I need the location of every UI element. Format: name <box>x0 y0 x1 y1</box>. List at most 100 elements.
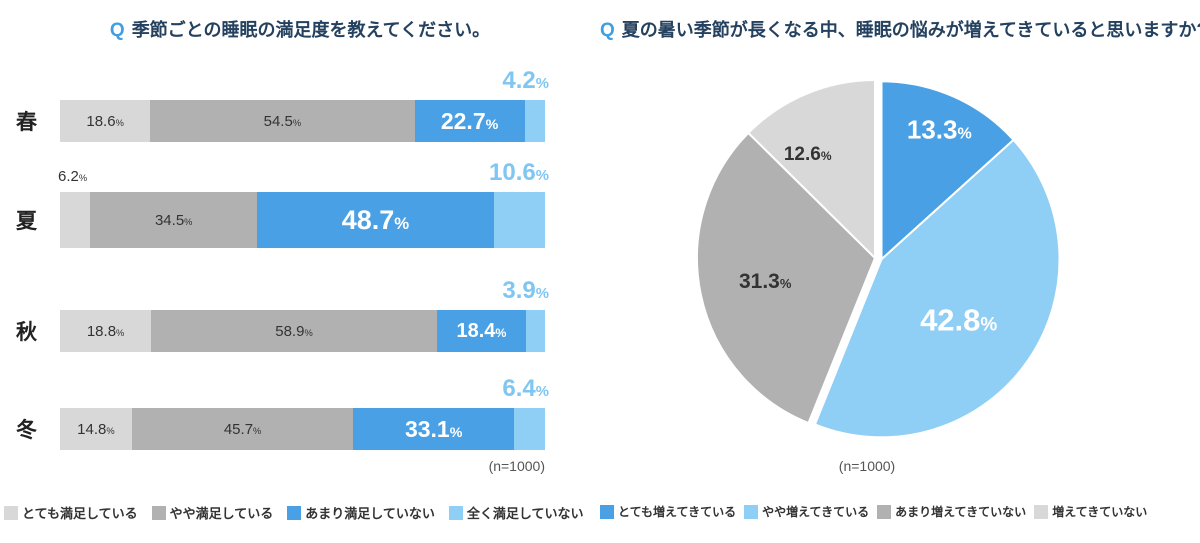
value-number: 58.9 <box>275 322 305 340</box>
legend-item: とても満足している <box>4 503 138 522</box>
bar-chart-title: Q 季節ごとの睡眠の満足度を教えてください。 <box>0 16 600 42</box>
category-label: 秋 <box>16 321 37 344</box>
percent-sign: % <box>535 286 549 302</box>
bar-segment: 45.7% <box>131 408 354 450</box>
percent-sign: % <box>184 216 193 227</box>
value-number: 54.5 <box>263 112 293 130</box>
pie-chart-title: Q 夏の暑い季節が長くなる中、睡眠の悩みが増えてきていると思いますか? <box>600 16 1200 42</box>
pie-slice-label: 42.8% <box>920 302 997 337</box>
pie-slice <box>696 131 877 425</box>
bar-value-label-above: 6.4% <box>502 375 549 403</box>
bar-value-label: 14.8% <box>77 421 114 438</box>
bar-segment <box>60 192 91 248</box>
bar-segment: 33.1% <box>353 408 514 450</box>
legend-swatch <box>877 504 892 519</box>
bar-segment: 58.9% <box>151 310 437 352</box>
bar-chart-title-text: 季節ごとの睡眠の満足度を教えてください。 <box>131 20 491 40</box>
bar-row: 秋 18.8% 58.9% 18.4% 3.9% <box>0 277 600 352</box>
bar-value-label: 54.5% <box>264 113 301 130</box>
bar-segment: 22.7% <box>414 100 525 142</box>
value-number: 4.2 <box>502 67 536 94</box>
bar-row: 冬 14.8% 45.7% 33.1% 6.4% <box>0 375 600 450</box>
bar-segment: 18.8% <box>60 310 152 352</box>
bar-segment: 14.8% <box>60 408 132 450</box>
percent-sign: % <box>449 424 463 441</box>
percent-sign: % <box>304 327 313 338</box>
bar-value-label: 48.7% <box>342 205 409 236</box>
value-number: 48.7 <box>341 204 395 235</box>
value-number: 18.4 <box>456 319 496 342</box>
pie-slice-label: 13.3% <box>907 114 972 144</box>
legend-swatch <box>151 505 166 520</box>
legend-label: やや増えてきている <box>762 505 870 519</box>
percent-sign: % <box>535 168 549 184</box>
bar-value-label: 22.7% <box>441 108 498 135</box>
bar-value-label: 18.8% <box>87 323 124 340</box>
pie-slice-label: 31.3% <box>739 270 792 293</box>
bar-chart-panel: Q 季節ごとの睡眠の満足度を教えてください。 春 18.6% 54.5% 22.7% 4.… <box>0 16 600 522</box>
bar-value-label: 58.9% <box>275 323 312 340</box>
pie-slice <box>880 80 1015 262</box>
legend-label: あまり増えてきていない <box>895 505 1027 519</box>
bar-chart-legend: とても満足している やや満足している あまり満足していない 全く満足していない <box>4 503 583 522</box>
value-number: 3.9 <box>502 277 536 304</box>
value-number: 18.8 <box>86 322 117 340</box>
legend-swatch <box>744 504 759 519</box>
bar-value-label-above: 10.6% <box>489 159 549 187</box>
legend-swatch <box>448 505 463 520</box>
percent-sign: % <box>78 173 88 183</box>
legend-item: あまり増えてきていない <box>877 503 1026 520</box>
bar-segment: 18.6% <box>60 100 151 142</box>
legend-item: あまり満足していない <box>287 503 435 522</box>
pie-chart-panel: Q 夏の暑い季節が長くなる中、睡眠の悩みが増えてきていると思いますか? 13.3%… <box>600 0 1200 543</box>
percent-sign: % <box>115 117 124 128</box>
pie-slice <box>813 138 1061 439</box>
percent-sign: % <box>485 116 499 133</box>
bar-segment <box>493 192 545 248</box>
bar-track: 6.2% 34.5% 48.7% 10.6% <box>58 159 549 248</box>
pie-slice-label: 12.6% <box>784 144 832 165</box>
bar-track: 18.8% 58.9% 18.4% 3.9% <box>60 277 549 352</box>
bar-value-label: 18.6% <box>86 113 123 130</box>
value-number: 6.2 <box>58 168 79 185</box>
value-number: 14.8 <box>77 420 107 438</box>
category-label: 夏 <box>16 210 37 233</box>
legend-item: 増えてきていない <box>1034 503 1147 520</box>
percent-sign: % <box>106 425 115 436</box>
legend-label: とても満足している <box>22 506 138 521</box>
legend-swatch <box>600 504 614 519</box>
bar-segment: 18.4% <box>436 310 527 352</box>
bar-value-label-above-left: 6.2% <box>58 168 87 185</box>
bar-track: 18.6% 54.5% 22.7% 4.2% <box>60 67 549 142</box>
bar-row: 春 18.6% 54.5% 22.7% 4.2% <box>0 67 600 142</box>
bar-value-label: 18.4% <box>456 320 506 343</box>
percent-sign: % <box>292 117 302 128</box>
value-number: 10.6 <box>489 159 536 186</box>
legend-label: とても増えてきている <box>618 505 737 519</box>
value-number: 22.7 <box>440 107 486 134</box>
legend-item: 全く満足していない <box>448 503 583 522</box>
percent-sign: % <box>394 213 410 233</box>
bar-chart-sample-note: (n=1000) <box>488 458 545 474</box>
question-q-prefix: Q <box>109 20 125 41</box>
legend-label: やや満足している <box>169 506 274 521</box>
legend-swatch <box>287 505 302 520</box>
legend-item: やや増えてきている <box>744 503 869 520</box>
bar-segment: 54.5% <box>150 100 415 142</box>
percent-sign: % <box>253 425 262 436</box>
percent-sign: % <box>535 76 549 92</box>
pie-chart: 13.3% 42.8% 31.3% 12.6% <box>665 48 1085 468</box>
bar-value-label-above: 4.2% <box>502 67 549 95</box>
percent-sign: % <box>535 384 549 400</box>
value-number: 33.1 <box>404 415 450 442</box>
bar-row: 夏 6.2% 34.5% 48.7% 10.6% <box>0 159 600 248</box>
bar-value-label: 45.7% <box>224 421 261 438</box>
value-number: 34.5 <box>154 211 185 229</box>
pie-chart-sample-note: (n=1000) <box>838 458 896 474</box>
category-label: 冬 <box>16 419 37 442</box>
value-number: 6.4 <box>502 375 536 402</box>
percent-sign: % <box>495 325 507 340</box>
bar-segment <box>524 100 545 142</box>
bar-segment <box>513 408 545 450</box>
